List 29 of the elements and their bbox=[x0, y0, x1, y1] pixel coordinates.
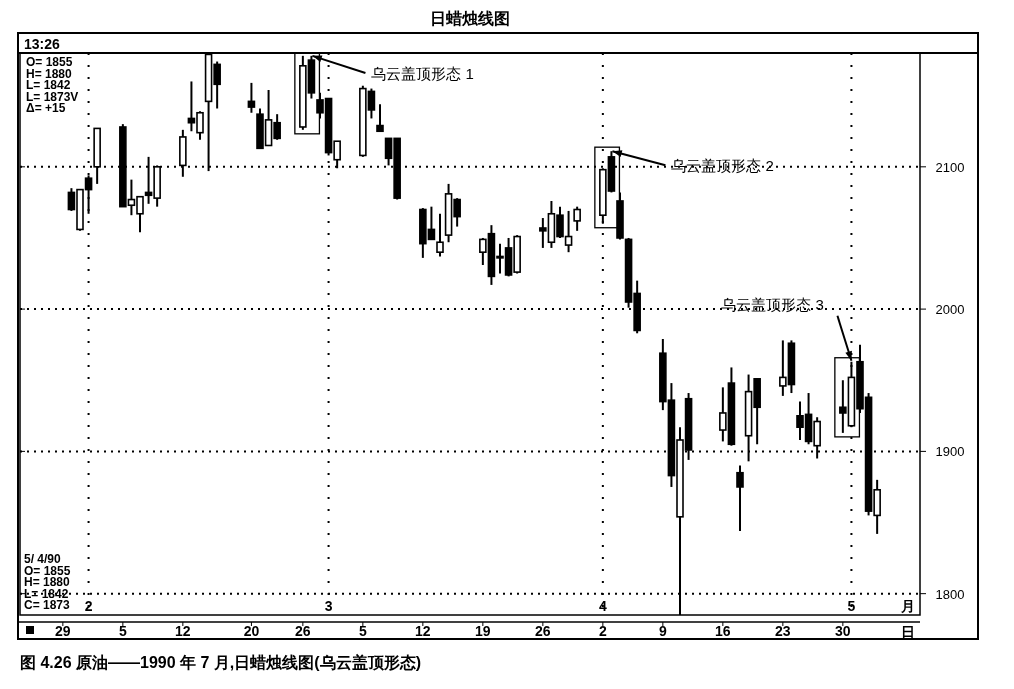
x-tick-label: 16 bbox=[715, 623, 731, 639]
y-tick-label: 1800 bbox=[935, 586, 965, 602]
y-tick-label: 2100 bbox=[935, 159, 965, 175]
x2-tick-label: 4 bbox=[598, 598, 607, 614]
annotation: 乌云盖顶形态 1 bbox=[371, 65, 474, 82]
x-tick-label: 30 bbox=[835, 623, 851, 639]
chart-title: 日蜡烛线图 bbox=[430, 10, 510, 27]
caption: 图 4.26 原油——1990 年 7 月,日蜡烛线图(乌云盖顶形态) bbox=[20, 653, 421, 671]
x2-tick-label: 2 bbox=[84, 598, 93, 614]
x-tick-label: 5 bbox=[118, 623, 127, 639]
x-tick-label: 5 bbox=[358, 623, 367, 639]
x-tick-label: 12 bbox=[415, 623, 431, 639]
annotation: 乌云盖顶形态 2 bbox=[671, 157, 774, 175]
y-tick-label: 1900 bbox=[935, 444, 965, 460]
x-tick-label: 9 bbox=[658, 623, 667, 639]
annotation: O= 1855 H= 1880 L= 1842 L= 1873V Δ= +15 bbox=[26, 55, 79, 115]
x2-tick-label: 5 bbox=[847, 598, 856, 614]
x-tick-label: 29 bbox=[55, 623, 71, 639]
y-tick-label: 2000 bbox=[935, 302, 965, 318]
x-tick-label: 23 bbox=[775, 623, 791, 639]
x2-axis-title: 月 bbox=[900, 598, 915, 614]
text: 13:26 bbox=[24, 36, 61, 52]
annotation: 5/ 4/90 O= 1855 H= 1880 L= 1842 C= 1873 bbox=[24, 552, 71, 612]
x-tick-label: 26 bbox=[295, 623, 311, 639]
x-tick-label: 12 bbox=[175, 623, 191, 639]
x-tick-label: 26 bbox=[535, 623, 551, 639]
x-tick-label: 20 bbox=[243, 623, 260, 639]
x-tick-label: 2 bbox=[598, 623, 607, 639]
x-tick-label: 19 bbox=[475, 623, 491, 639]
